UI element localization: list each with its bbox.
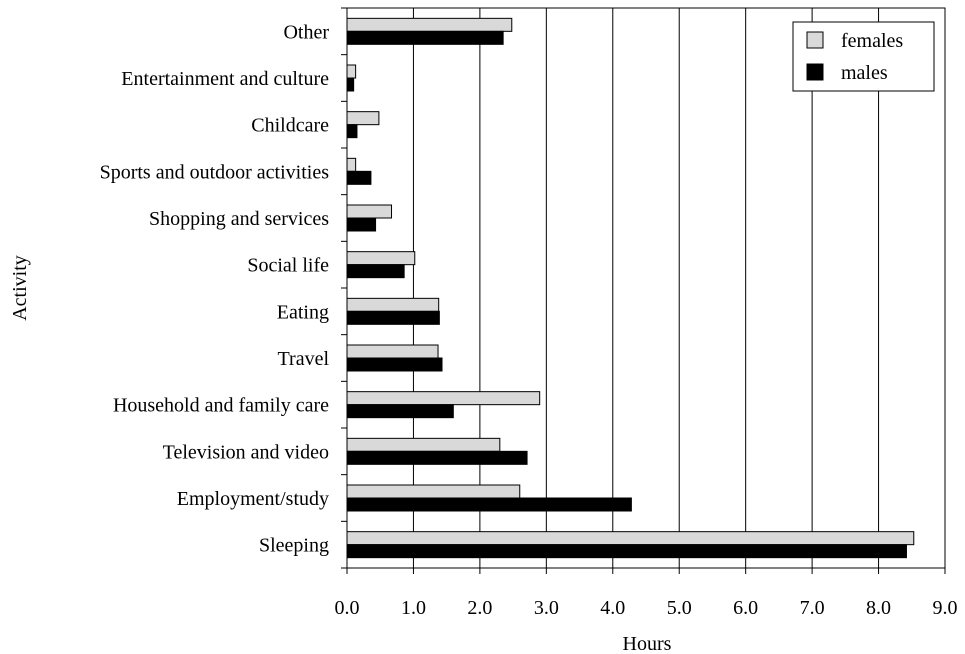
- x-tick-label: 7.0: [800, 597, 825, 619]
- category-label: Shopping and services: [149, 208, 329, 230]
- x-tick-label: 4.0: [600, 597, 625, 619]
- bar-males: [346, 170, 372, 185]
- axes: [341, 7, 946, 574]
- y-axis-title: Activity: [9, 255, 31, 321]
- category-label: Sleeping: [259, 535, 329, 557]
- x-tick-label: 9.0: [933, 597, 958, 619]
- bar-females: [346, 391, 541, 406]
- x-tick-label: 6.0: [733, 597, 758, 619]
- category-label: Childcare: [251, 115, 329, 137]
- bar-females: [346, 437, 501, 452]
- legend-swatch: [806, 31, 824, 49]
- category-label: Travel: [278, 348, 330, 370]
- x-tick-label: 3.0: [534, 597, 559, 619]
- bar-females: [346, 64, 357, 79]
- bar-males: [346, 264, 405, 279]
- x-tick-label: 8.0: [866, 597, 891, 619]
- bars: [346, 17, 915, 559]
- bar-females: [346, 531, 915, 546]
- bar-females: [346, 17, 513, 32]
- bar-males: [346, 77, 355, 92]
- bar-females: [346, 111, 380, 126]
- bar-females: [346, 204, 393, 219]
- x-tick-label: 2.0: [467, 597, 492, 619]
- x-tick-label: 1.0: [401, 597, 426, 619]
- labels: 0.0 1.0 2.0 3.0 4.0 5.0 6.0 7.0 8.0 9.0 Other Enter…: [100, 21, 958, 619]
- bar-females: [346, 157, 357, 172]
- category-label: Eating: [277, 301, 329, 323]
- bar-males: [346, 310, 440, 325]
- legend-label: females: [841, 30, 903, 52]
- category-label: Household and family care: [113, 395, 329, 417]
- category-label: Entertainment and culture: [121, 68, 329, 90]
- category-label: Social life: [247, 255, 329, 277]
- category-label: Sports and outdoor activities: [100, 161, 330, 183]
- category-label: Other: [283, 21, 329, 43]
- grid-lines: [412, 8, 880, 568]
- bar-females: [346, 297, 440, 312]
- category-label: Employment/study: [177, 488, 329, 510]
- x-tick-label: 5.0: [667, 597, 692, 619]
- bar-males: [346, 30, 504, 45]
- plot-frame: [346, 7, 946, 569]
- bar-females: [346, 484, 521, 499]
- bar-females: [346, 344, 439, 359]
- bar-males: [346, 497, 632, 512]
- bar-males: [346, 404, 454, 419]
- bar-females: [346, 251, 416, 266]
- legend: females males: [792, 21, 935, 92]
- legend-label: males: [841, 62, 888, 84]
- x-axis-title: Hours: [623, 633, 672, 654]
- bar-males: [346, 217, 377, 232]
- category-label: Television and video: [163, 441, 329, 463]
- bar-males: [346, 450, 528, 465]
- legend-swatch: [806, 63, 824, 81]
- bar-males: [346, 357, 443, 372]
- bar-males: [346, 544, 907, 559]
- x-tick-label: 0.0: [335, 597, 360, 619]
- bar-males: [346, 124, 358, 139]
